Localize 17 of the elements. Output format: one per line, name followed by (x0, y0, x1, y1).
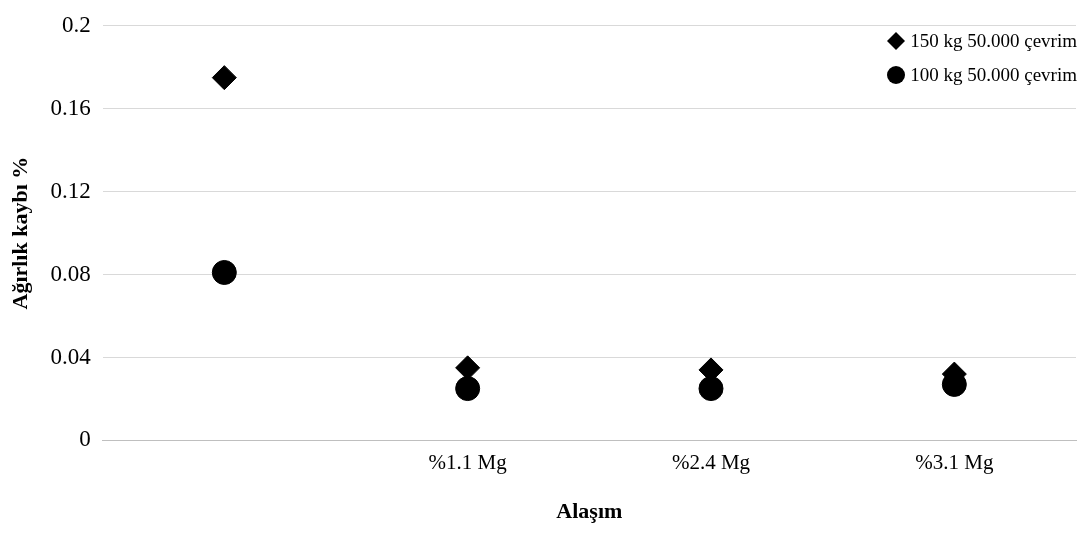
x-tick-label: %2.4 Mg (671, 449, 751, 474)
y-tick-label: 0.16 (50, 94, 91, 120)
y-tick-label: 0.04 (50, 343, 92, 369)
legend-label: 100 kg 50.000 çevrim (910, 63, 1077, 87)
y-tick-label: 0.2 (61, 11, 91, 37)
y-tick-label: 0.12 (50, 177, 91, 203)
point (211, 65, 237, 91)
y-axis-title: Ağırlık kaybı % (6, 156, 32, 310)
y-tick-label: 0 (79, 426, 91, 452)
point (211, 259, 237, 285)
point (698, 376, 724, 402)
x-tick-label: %3.1 Mg (915, 449, 994, 474)
x-tick-label: %1.1 Mg (428, 449, 508, 474)
y-tick-label: 0.08 (50, 260, 91, 286)
legend-label: 150 kg 50.000 çevrim (910, 29, 1077, 53)
x-axis-title: Alaşım (556, 498, 623, 524)
point (455, 376, 481, 402)
